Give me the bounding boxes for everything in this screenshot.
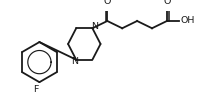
Text: N: N	[91, 22, 98, 31]
Text: N: N	[71, 57, 78, 66]
Text: O: O	[104, 0, 111, 6]
Text: F: F	[33, 85, 39, 94]
Text: O: O	[163, 0, 171, 6]
Text: OH: OH	[180, 16, 194, 25]
